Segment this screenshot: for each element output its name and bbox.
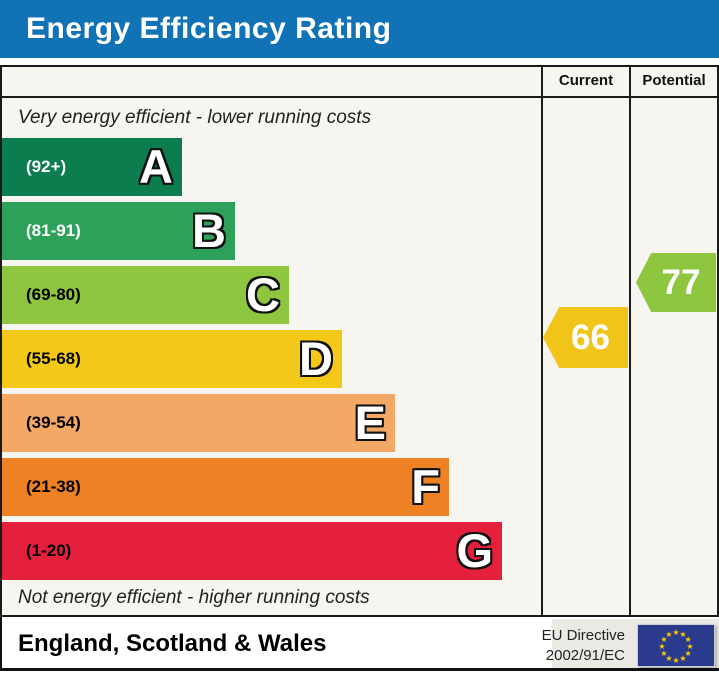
potential-rating-arrow: 77 [636,253,716,312]
band-letter: D [299,332,333,385]
band-row-G: (1-20) G [2,522,502,580]
eu-flag-icon: ★ ★ ★ ★ ★ ★ ★ ★ ★ ★ ★ ★ [637,624,715,667]
svg-text:★: ★ [660,635,667,644]
band-range-label: (1-20) [26,541,72,560]
band-row-F: (21-38) F [2,458,449,516]
band-letter: C [246,268,280,321]
band-range-label: (21-38) [26,477,81,496]
eu-directive-line1: EU Directive [541,627,625,644]
band-range-label: (55-68) [26,349,81,368]
band-row-E: (39-54) E [2,394,395,452]
potential-rating-value: 77 [661,262,701,302]
band-letter: B [192,204,226,257]
footer-left-border [0,617,2,671]
current-column-header: Current [558,72,614,89]
band-row-A: (92+) A [2,138,182,196]
svg-text:★: ★ [679,630,686,639]
svg-text:★: ★ [672,656,679,665]
current-rating-value: 66 [571,317,610,357]
svg-text:★: ★ [665,654,672,663]
eu-directive-label: EU Directive 2002/91/EC [542,626,625,666]
current-column-divider [541,65,543,617]
potential-column-divider [629,65,631,617]
region-label: England, Scotland & Wales [18,630,327,657]
svg-text:★: ★ [686,642,693,651]
svg-text:★: ★ [679,654,686,663]
bottom-scale-note: Not energy efficient - higher running co… [18,587,370,608]
svg-text:★: ★ [660,649,667,658]
potential-column-header: Potential [642,72,706,89]
svg-text:★: ★ [658,642,665,651]
header-row-divider [0,96,719,98]
band-range-label: (39-54) [26,413,81,432]
eu-directive-line2: 2002/91/EC [545,647,625,664]
footer-bottom-border [0,668,719,671]
band-row-C: (69-80) C [2,266,289,324]
title-bar: Energy Efficiency Rating [0,0,719,58]
band-letter: E [354,396,386,449]
top-scale-note: Very energy efficient - lower running co… [18,107,372,128]
svg-text:★: ★ [685,635,692,644]
svg-text:★: ★ [665,630,672,639]
page-title: Energy Efficiency Rating [26,12,392,45]
band-range-label: (81-91) [26,221,81,240]
band-row-B: (81-91) B [2,202,235,260]
svg-text:★: ★ [672,628,679,637]
band-row-D: (55-68) D [2,330,342,388]
current-rating-arrow: 66 [543,307,628,368]
band-letter: A [139,140,173,193]
svg-text:★: ★ [685,649,692,658]
band-range-label: (69-80) [26,285,81,304]
band-range-label: (92+) [26,157,67,176]
band-letter: G [456,524,493,577]
band-letter: F [411,460,440,513]
